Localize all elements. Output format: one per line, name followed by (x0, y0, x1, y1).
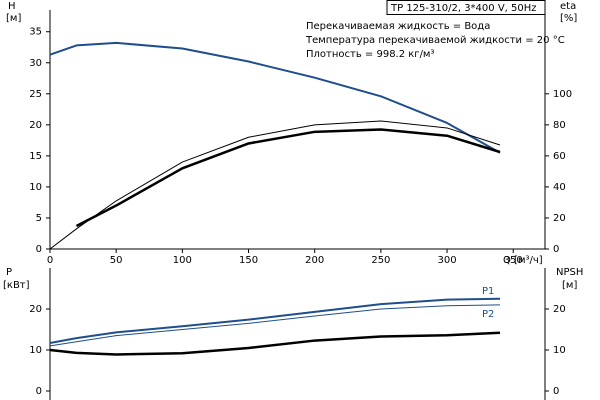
x-tick-label: 100 (173, 255, 192, 266)
x-tick-label: 0 (47, 255, 53, 266)
y-tick-label: 30 (29, 58, 42, 69)
y-axis-unit: [кВт] (3, 280, 30, 291)
line-series (49, 41, 501, 154)
y-tick-label: 0 (36, 386, 42, 397)
line-series (49, 120, 501, 250)
x-tick-label: 350 (504, 255, 523, 266)
chart-title: TP 125-310/2, 3*400 V, 50Hz (390, 3, 537, 14)
title-box (386, 0, 546, 15)
x-tick-label: 300 (438, 255, 457, 266)
y2-axis-label: eta (560, 1, 576, 12)
y2-axis-unit: [м] (562, 280, 577, 291)
y-tick-label: 0 (36, 244, 42, 255)
annotation: Температура перекачиваемой жидкости = 20… (305, 35, 565, 46)
y-axis-unit: [м] (6, 13, 21, 24)
x-tick-label: 150 (239, 255, 258, 266)
y-axis-label: H (8, 1, 16, 12)
x-axis-label: Q [м³/ч] (503, 255, 543, 266)
y2-tick-label: 20 (553, 213, 566, 224)
series-label: P1 (482, 286, 494, 297)
x-tick-label: 50 (110, 255, 123, 266)
y2-tick-label: 0 (553, 244, 559, 255)
y2-tick-label: 60 (553, 151, 566, 162)
line-series (49, 297, 501, 345)
line-series (49, 304, 501, 347)
y2-axis-label: NPSH (556, 267, 583, 278)
y-tick-label: 20 (29, 304, 42, 315)
y2-tick-label: 20 (553, 304, 566, 315)
y-tick-label: 35 (29, 27, 42, 38)
y-tick-label: 15 (29, 151, 42, 162)
y2-axis-unit: [%] (560, 13, 577, 24)
y-tick-label: 20 (29, 120, 42, 131)
x-tick-label: 200 (305, 255, 324, 266)
y2-tick-label: 0 (553, 386, 559, 397)
y-tick-label: 10 (29, 345, 42, 356)
y-tick-label: 5 (36, 213, 42, 224)
annotation: Перекачиваемая жидкость = Вода (306, 21, 490, 32)
y2-tick-label: 100 (553, 89, 572, 100)
series-label: P2 (482, 309, 494, 320)
line-series (75, 128, 501, 228)
y-tick-label: 10 (29, 182, 42, 193)
annotation: Плотность = 998.2 кг/м³ (306, 49, 435, 60)
y-tick-label: 25 (29, 89, 42, 100)
line-series (49, 331, 501, 356)
y-axis-label: P (6, 267, 12, 278)
x-tick-label: 250 (371, 255, 390, 266)
y2-tick-label: 40 (553, 182, 566, 193)
y2-tick-label: 80 (553, 120, 566, 131)
y2-tick-label: 10 (553, 345, 566, 356)
